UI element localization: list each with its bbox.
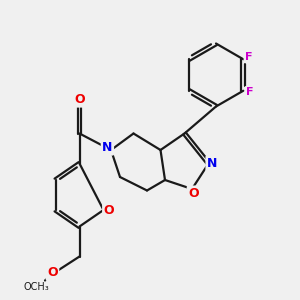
Text: N: N bbox=[207, 157, 217, 170]
Text: OCH₃: OCH₃ bbox=[23, 281, 49, 292]
Text: F: F bbox=[245, 52, 252, 62]
Text: F: F bbox=[246, 87, 253, 97]
Text: O: O bbox=[188, 187, 199, 200]
Text: O: O bbox=[103, 203, 114, 217]
Text: O: O bbox=[74, 93, 85, 106]
Text: O: O bbox=[47, 266, 58, 280]
Text: N: N bbox=[102, 141, 112, 154]
